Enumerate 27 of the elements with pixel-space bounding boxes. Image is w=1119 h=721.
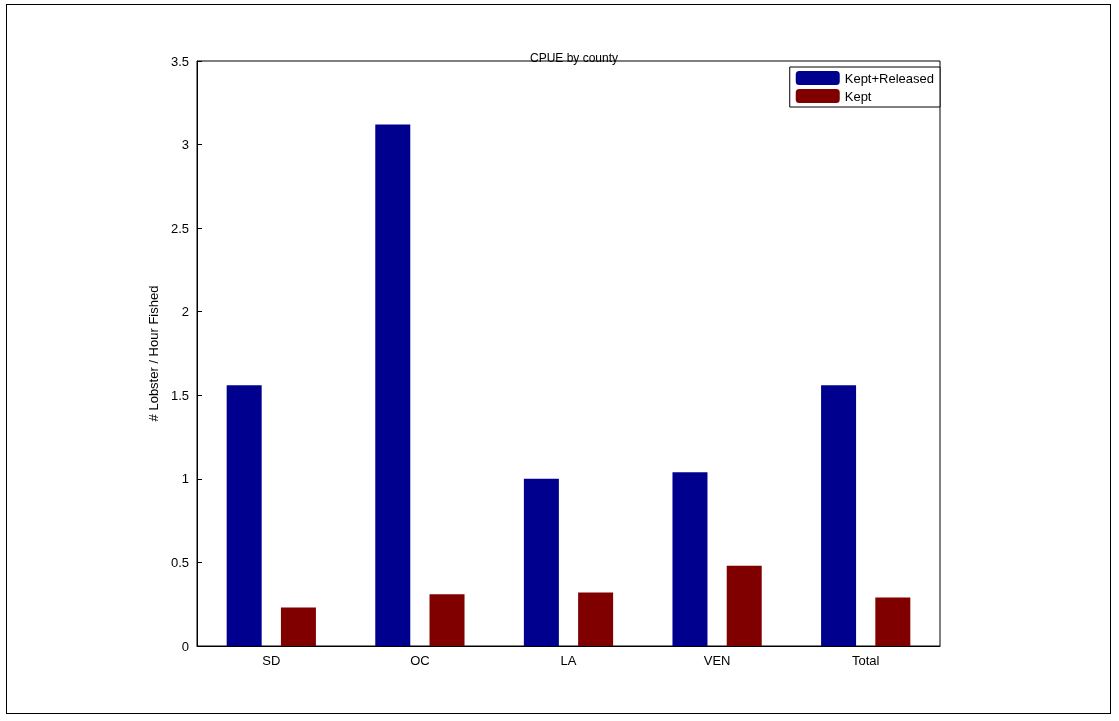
y-tick-label: 2 [181,304,189,320]
y-tick-label: 3.5 [170,53,189,69]
x-tick-label: LA [560,653,577,668]
y-axis-title: # Lobster / Hour Fished [146,285,162,422]
x-tick-label: OC [410,653,430,668]
legend-label: Kept+Released [844,70,934,86]
y-tick-label: 0 [181,638,189,654]
bar [280,607,316,646]
bar [726,565,762,646]
x-tick-label: SD [262,653,281,668]
bar [375,124,411,646]
x-tick-label: Total [851,653,880,668]
legend-label: Kept [844,88,872,104]
bar [875,597,911,646]
x-tick-label: VEN [703,653,731,668]
y-tick-label: 1.5 [170,387,189,403]
bar [523,478,559,646]
y-tick-label: 2.5 [170,220,189,236]
y-tick-label: 1 [181,471,189,487]
bar [821,385,857,646]
chart-title: CPUE by county [529,51,619,65]
bar [429,594,465,646]
y-tick-label: 3 [181,137,189,153]
bar [578,592,614,646]
bar [226,385,262,646]
y-tick-label: 0.5 [170,554,189,570]
bar [672,472,708,646]
